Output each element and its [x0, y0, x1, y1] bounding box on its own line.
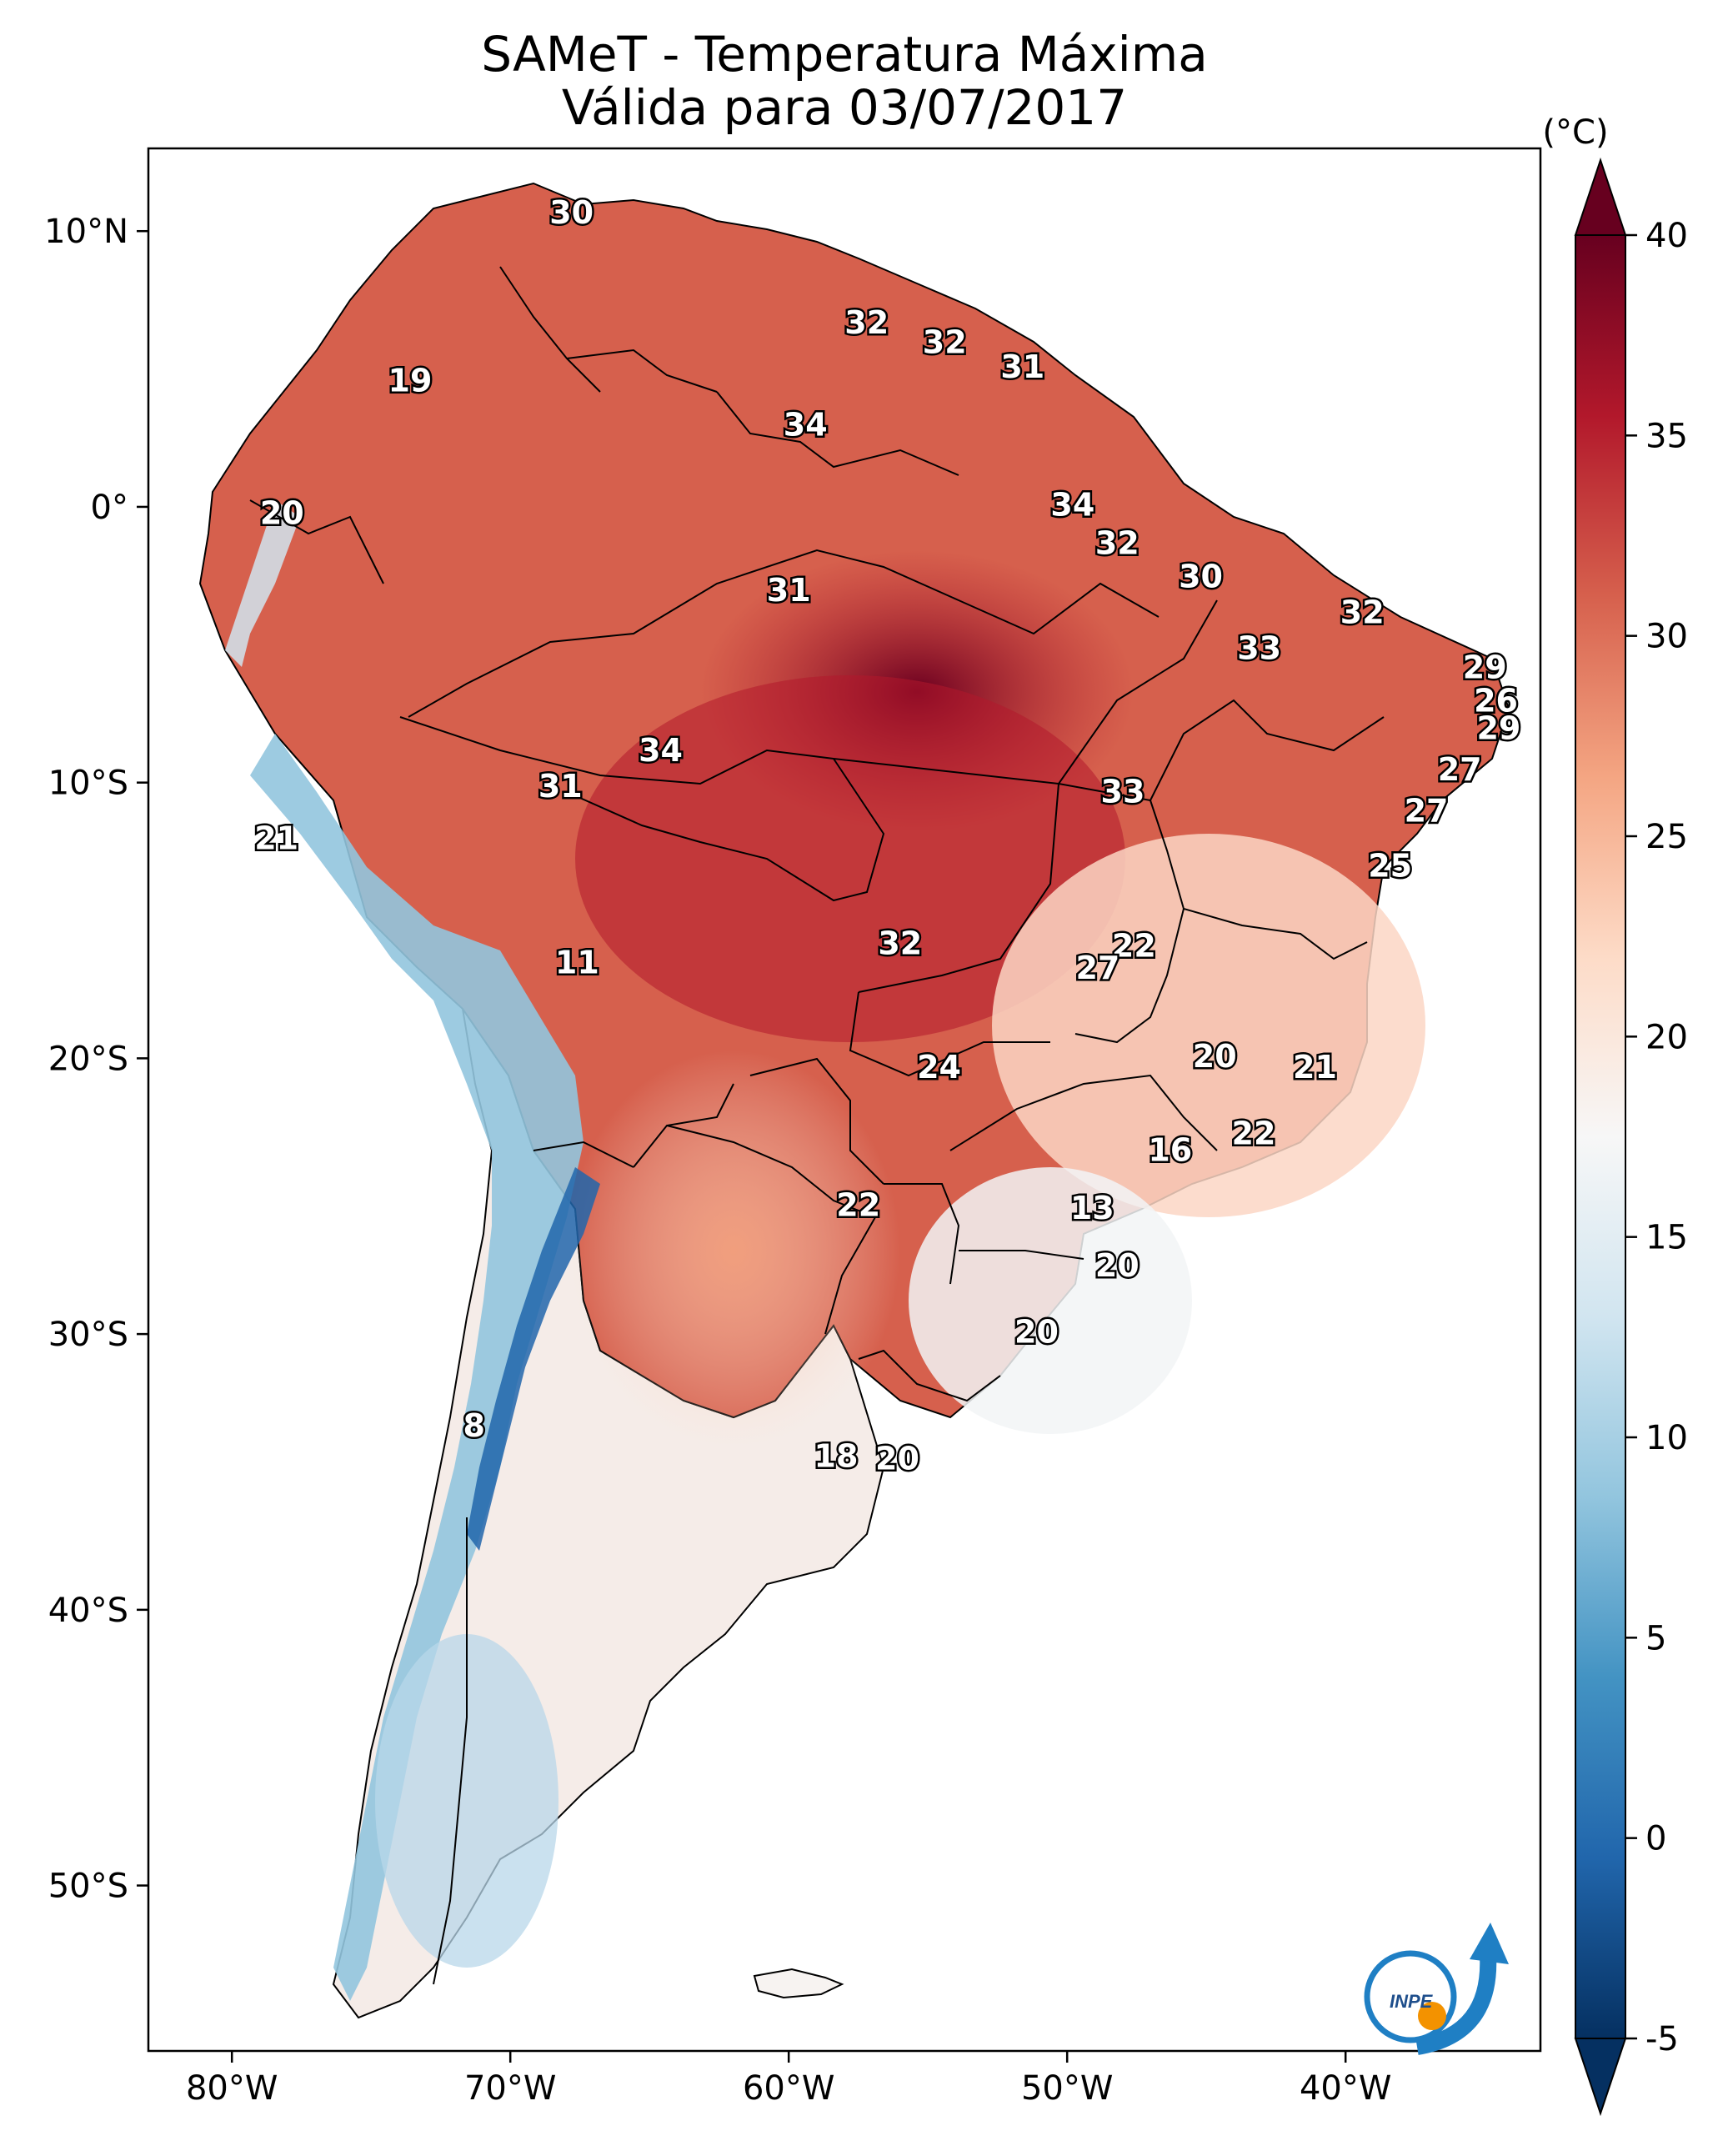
station-label: 20 — [875, 1441, 919, 1477]
andes-cold-band — [250, 734, 584, 2001]
colorbar-tick-label: 40 — [1645, 217, 1688, 255]
station-label: 8 — [463, 1407, 485, 1444]
station-label: 31 — [1000, 348, 1044, 385]
station-label: 31 — [767, 572, 811, 609]
colorbar-tick-label: 0 — [1645, 1820, 1666, 1858]
lat-tick-label: 50°S — [48, 1868, 128, 1906]
lat-tick-label: 40°S — [48, 1592, 128, 1630]
station-label: 32 — [1095, 525, 1139, 562]
inpe-logo-swoosh — [1415, 1954, 1497, 2055]
station-label: 22 — [1112, 928, 1156, 965]
station-label: 24 — [917, 1049, 961, 1086]
station-label: 32 — [1340, 594, 1385, 630]
station-label: 29 — [1463, 649, 1507, 686]
map-title: SAMeT - Temperatura Máxima — [481, 26, 1208, 83]
station-label: 34 — [784, 407, 828, 444]
lat-tick-label: 30°S — [48, 1316, 128, 1354]
station-label: 22 — [1232, 1115, 1276, 1151]
northern-andes-cool — [225, 500, 300, 667]
colorbar-tick-label: 15 — [1645, 1219, 1688, 1257]
station-label: 34 — [1050, 486, 1094, 523]
station-label: 20 — [1193, 1038, 1237, 1075]
colorbar-tick-label: -5 — [1645, 2020, 1679, 2058]
colorbar-unit-label: (°C) — [1542, 113, 1608, 152]
lat-tick-label: 10°S — [48, 765, 128, 803]
colorbar-tick-label: 30 — [1645, 618, 1688, 656]
lon-tick-label: 40°W — [1300, 2069, 1391, 2108]
colorbar-ticks: 40 35 30 25 20 15 10 5 0 -5 — [1625, 217, 1688, 2058]
station-label: 34 — [639, 732, 683, 769]
colorbar-tick-label: 20 — [1645, 1018, 1688, 1056]
political-borders — [249, 266, 1385, 1985]
inpe-logo-orange-dot — [1418, 2002, 1446, 2030]
colorbar-tick-label: 10 — [1645, 1419, 1688, 1457]
station-label: 29 — [1476, 709, 1520, 746]
station-label: 26 — [1474, 682, 1518, 719]
inpe-logo-text: INPE — [1390, 1991, 1434, 2012]
station-label: 32 — [844, 304, 889, 341]
colorbar-upper-extension — [1574, 157, 1627, 236]
station-label: 31 — [538, 768, 583, 805]
station-label: 27 — [1405, 793, 1449, 830]
map-frame — [147, 147, 1542, 2053]
station-label: 21 — [254, 820, 298, 857]
andes-coldest-core — [467, 1167, 600, 1551]
lat-tick-label: 20°S — [48, 1040, 128, 1078]
station-label: 30 — [549, 194, 594, 231]
colorbar-gradient — [1575, 234, 1626, 2039]
southeast-mild-region — [992, 834, 1425, 1217]
colorbar-tick-label: 25 — [1645, 818, 1688, 856]
falkland-islands — [753, 1968, 844, 1999]
lon-tick-label: 80°W — [186, 2069, 278, 2108]
station-label: 18 — [814, 1437, 859, 1474]
station-label: 33 — [1237, 629, 1281, 666]
map-subtitle: Válida para 03/07/2017 — [561, 79, 1128, 136]
colorbar-lower-extension — [1574, 2038, 1627, 2117]
south-brazil-cool-region — [909, 1167, 1192, 1434]
lon-tick-label: 70°W — [464, 2069, 556, 2108]
colorbar-tick-label: 35 — [1645, 417, 1688, 455]
station-label: 27 — [1075, 950, 1119, 986]
colorbar-tick-label: 5 — [1645, 1619, 1666, 1657]
station-label: 19 — [388, 363, 433, 399]
station-label: 20 — [1014, 1314, 1059, 1351]
chaco-warm-region — [567, 1050, 900, 1451]
station-label: 21 — [1293, 1049, 1337, 1086]
lon-tick-label: 50°W — [1021, 2069, 1113, 2108]
inpe-logo-arrowhead — [1470, 1923, 1509, 1964]
lat-tick-label: 0° — [91, 489, 128, 527]
station-label: 16 — [1148, 1131, 1192, 1168]
patagonia-cool-region — [375, 1634, 558, 1968]
inpe-logo-ring — [1364, 1950, 1457, 2043]
lon-tick-label: 60°W — [743, 2069, 834, 2108]
station-label: 30 — [1179, 558, 1223, 594]
station-label: 33 — [1101, 773, 1145, 810]
map-axes: 80°W 70°W 60°W 50°W 40°W 10°N 0° 10°S 20°S 30°S 40… — [44, 213, 1391, 2108]
inpe-logo: INPE — [1364, 1923, 1509, 2055]
station-label: 11 — [555, 944, 599, 980]
colorbar: (°C) 40 35 30 25 20 15 10 5 0 -5 — [1542, 113, 1688, 2117]
station-label: 13 — [1070, 1190, 1114, 1226]
station-label: 27 — [1438, 751, 1482, 788]
station-label: 32 — [878, 925, 922, 961]
station-label: 20 — [260, 494, 304, 531]
lat-tick-label: 10°N — [44, 213, 128, 251]
station-label: 32 — [923, 323, 967, 360]
station-label: 22 — [836, 1186, 880, 1223]
station-label: 25 — [1368, 848, 1412, 885]
station-label: 20 — [1095, 1247, 1139, 1284]
central-hot-region — [575, 675, 1125, 1042]
